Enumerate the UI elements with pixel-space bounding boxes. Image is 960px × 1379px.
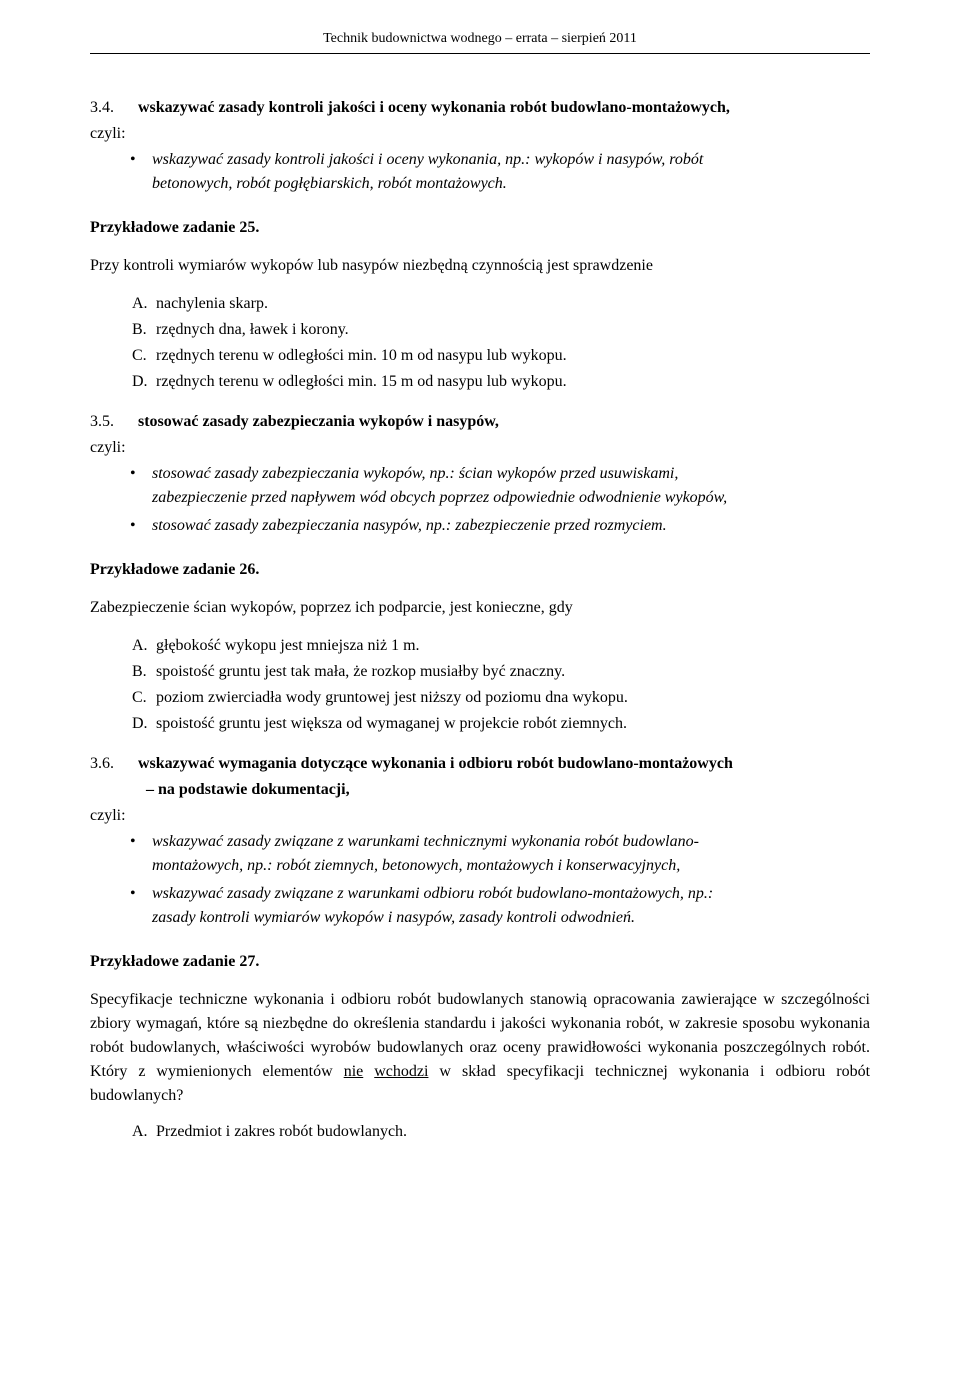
czyli-label: czyli: (90, 804, 870, 828)
option-d: D.rzędnych terenu w odległości min. 15 m… (132, 370, 870, 394)
section-number: 3.4. (90, 96, 134, 120)
option-text: nachylenia skarp. (156, 295, 268, 312)
option-letter: A. (132, 292, 156, 316)
option-text: spoistość gruntu jest większa od wymagan… (156, 715, 627, 732)
section-3-5: 3.5. stosować zasady zabezpieczania wyko… (90, 410, 870, 434)
section-title: wskazywać wymagania dotyczące wykonania … (138, 755, 733, 772)
task-stem: Specyfikacje techniczne wykonania i odbi… (90, 988, 870, 1108)
task-title: Przykładowe zadanie 25. (90, 216, 870, 240)
option-letter: D. (132, 712, 156, 736)
options-list: A.nachylenia skarp. B.rzędnych dna, ławe… (90, 292, 870, 394)
option-text: głębokość wykopu jest mniejsza niż 1 m. (156, 637, 420, 654)
bullet-text: betonowych, robót pogłębiarskich, robót … (152, 175, 507, 192)
bullet-item: wskazywać zasady związane z warunkami od… (152, 882, 870, 930)
option-b: B.rzędnych dna, ławek i korony. (132, 318, 870, 342)
bullet-text: montażowych, np.: robót ziemnych, betono… (152, 857, 680, 874)
bullet-text: zasady kontroli wymiarów wykopów i nasyp… (152, 909, 635, 926)
option-text: rzędnych terenu w odległości min. 15 m o… (156, 373, 567, 390)
option-letter: C. (132, 686, 156, 710)
bullet-item: wskazywać zasady kontroli jakości i ocen… (152, 148, 870, 196)
bullet-text: wskazywać zasady związane z warunkami od… (152, 885, 713, 902)
czyli-label: czyli: (90, 122, 870, 146)
section-number: 3.5. (90, 410, 134, 434)
option-text: spoistość gruntu jest tak mała, że rozko… (156, 663, 565, 680)
options-list: A.głębokość wykopu jest mniejsza niż 1 m… (90, 634, 870, 736)
section-title: wskazywać zasady kontroli jakości i ocen… (138, 99, 730, 116)
bullet-list: stosować zasady zabezpieczania wykopów, … (90, 462, 870, 538)
czyli-label: czyli: (90, 436, 870, 460)
section-number: 3.6. (90, 752, 134, 776)
option-d: D.spoistość gruntu jest większa od wymag… (132, 712, 870, 736)
bullet-text: wskazywać zasady kontroli jakości i ocen… (152, 151, 703, 168)
option-text: rzędnych terenu w odległości min. 10 m o… (156, 347, 567, 364)
underline-nie: nie (344, 1063, 364, 1080)
bullet-text: stosować zasady zabezpieczania wykopów, … (152, 465, 678, 482)
option-letter: C. (132, 344, 156, 368)
option-text: Przedmiot i zakres robót budowlanych. (156, 1123, 407, 1140)
option-letter: A. (132, 1120, 156, 1144)
bullet-text: zabezpieczenie przed napływem wód obcych… (152, 489, 727, 506)
task-stem: Przy kontroli wymiarów wykopów lub nasyp… (90, 254, 870, 278)
task-title: Przykładowe zadanie 27. (90, 950, 870, 974)
section-3-6: 3.6. wskazywać wymagania dotyczące wykon… (90, 752, 870, 776)
bullet-list: wskazywać zasady kontroli jakości i ocen… (90, 148, 870, 196)
task-title: Przykładowe zadanie 26. (90, 558, 870, 582)
option-a: A.Przedmiot i zakres robót budowlanych. (132, 1120, 870, 1144)
option-text: poziom zwierciadła wody gruntowej jest n… (156, 689, 628, 706)
option-letter: B. (132, 318, 156, 342)
option-text: rzędnych dna, ławek i korony. (156, 321, 349, 338)
options-list: A.Przedmiot i zakres robót budowlanych. (90, 1120, 870, 1144)
section-title-cont: – na podstawie dokumentacji, (146, 778, 870, 802)
bullet-list: wskazywać zasady związane z warunkami te… (90, 830, 870, 930)
option-a: A.głębokość wykopu jest mniejsza niż 1 m… (132, 634, 870, 658)
header-divider (90, 53, 870, 54)
bullet-text: stosować zasady zabezpieczania nasypów, … (152, 517, 667, 534)
task-stem: Zabezpieczenie ścian wykopów, poprzez ic… (90, 596, 870, 620)
underline-wchodzi: wchodzi (374, 1063, 428, 1080)
option-b: B.spoistość gruntu jest tak mała, że roz… (132, 660, 870, 684)
option-a: A.nachylenia skarp. (132, 292, 870, 316)
section-3-4: 3.4. wskazywać zasady kontroli jakości i… (90, 96, 870, 120)
option-c: C.rzędnych terenu w odległości min. 10 m… (132, 344, 870, 368)
bullet-item: stosować zasady zabezpieczania wykopów, … (152, 462, 870, 510)
bullet-item: wskazywać zasady związane z warunkami te… (152, 830, 870, 878)
bullet-item: stosować zasady zabezpieczania nasypów, … (152, 514, 870, 538)
option-letter: D. (132, 370, 156, 394)
option-letter: A. (132, 634, 156, 658)
option-letter: B. (132, 660, 156, 684)
bullet-text: wskazywać zasady związane z warunkami te… (152, 833, 699, 850)
page-header: Technik budownictwa wodnego – errata – s… (90, 28, 870, 49)
option-c: C.poziom zwierciadła wody gruntowej jest… (132, 686, 870, 710)
section-title: stosować zasady zabezpieczania wykopów i… (138, 413, 499, 430)
